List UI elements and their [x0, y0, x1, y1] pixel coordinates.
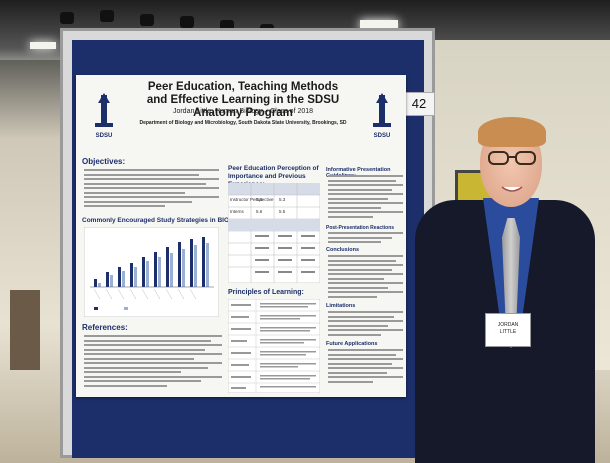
ceiling-panel-light [360, 20, 398, 30]
poster-title: Peer Education, Teaching Methods and Eff… [146, 81, 340, 119]
campanile-icon [95, 93, 113, 127]
badge-first-name: JORDAN [497, 322, 519, 328]
chart-heading: Commonly Encouraged Study Strategies in … [82, 217, 248, 224]
objectives-heading: Objectives: [82, 157, 126, 166]
principles-table [228, 299, 320, 393]
objectives-text [84, 169, 219, 210]
ceiling-panel-light [30, 42, 56, 49]
badge-last-name: LITTLE [499, 329, 517, 335]
references-heading: References: [82, 323, 128, 332]
limitations-text [328, 311, 403, 338]
ceiling-spotlight [60, 12, 74, 24]
table-cell: 5.6 [256, 209, 263, 214]
poster: SDSU SDSU Peer Education, Teaching Metho… [76, 75, 406, 397]
study-strategies-chart [84, 227, 219, 317]
person-hair [478, 117, 546, 147]
campanile-icon [373, 93, 391, 127]
chart-bars [94, 237, 209, 287]
future-heading: Future Applications [326, 341, 378, 347]
poster-author: Jordan Little, Human Biology – Class of … [172, 108, 314, 115]
table-row-label: Instructor Perspective [230, 197, 274, 202]
guidelines-text [328, 175, 403, 220]
ceiling-spotlight [180, 16, 194, 28]
name-badge: JORDAN LITTLE [485, 313, 531, 347]
logo-text: SDSU [373, 133, 391, 139]
table-cell: 5.6 [256, 197, 263, 202]
table-cell: 5.3 [279, 197, 286, 202]
logo-text: SDSU [95, 133, 113, 139]
poster-department: Department of Biology and Microbiology, … [139, 120, 347, 126]
references-text [84, 335, 222, 389]
perception-table [228, 183, 320, 283]
post-reactions-heading: Post-Presentation Reactions [326, 225, 395, 231]
ceiling-spotlight [100, 10, 114, 22]
sdsu-logo-left: SDSU [90, 93, 118, 139]
principles-heading: Principles of Learning: [228, 289, 304, 296]
ceiling-spotlight [140, 14, 154, 26]
post-reactions-text [328, 232, 403, 246]
sdsu-logo-right: SDSU [368, 93, 396, 139]
conclusions-text [328, 255, 403, 300]
table-cell: 5.5 [279, 209, 286, 214]
poster-number: 42 [403, 92, 435, 116]
conclusions-heading: Conclusions [326, 247, 360, 253]
background-table [10, 290, 40, 370]
future-text [328, 349, 403, 385]
limitations-heading: Limitations [326, 303, 356, 309]
smile-icon [501, 186, 523, 192]
glasses-icon [488, 151, 536, 165]
table-row-label: Interns [230, 209, 244, 214]
